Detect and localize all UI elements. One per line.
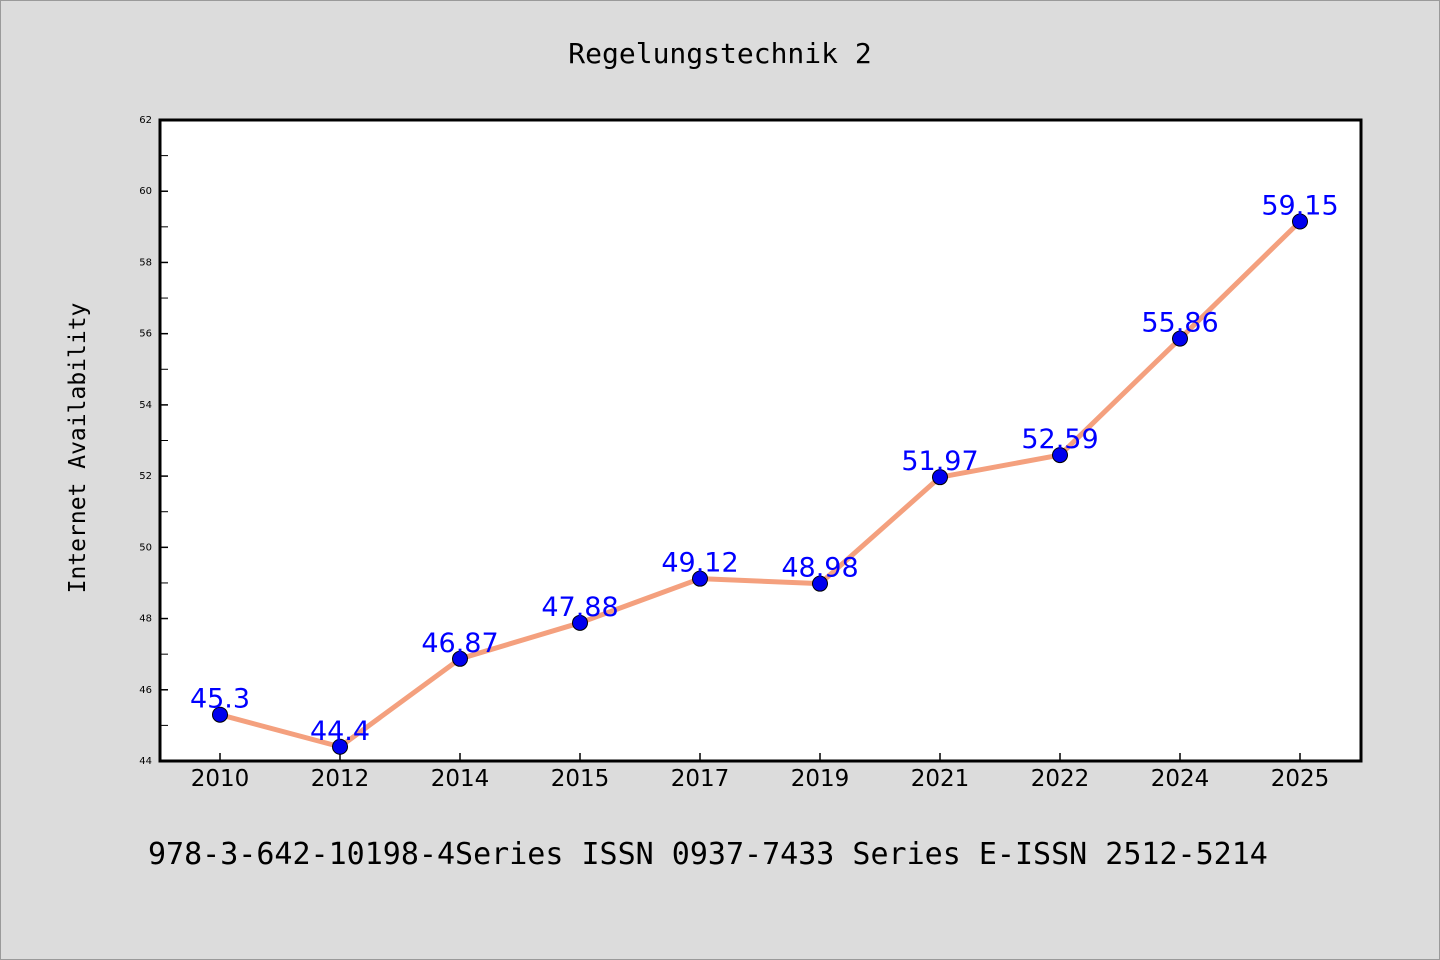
data-label: 52.59 bbox=[1021, 424, 1098, 455]
plot-area bbox=[160, 120, 1361, 761]
data-label: 48.98 bbox=[781, 553, 858, 584]
series-line bbox=[217, 218, 1303, 750]
data-point bbox=[932, 469, 948, 486]
data-point bbox=[452, 650, 468, 667]
series-layer bbox=[212, 213, 1308, 755]
data-point bbox=[1292, 213, 1308, 230]
y-tick-label: 50 bbox=[139, 542, 152, 553]
data-point bbox=[1172, 330, 1188, 347]
data-label: 44.4 bbox=[310, 716, 370, 747]
data-label: 49.12 bbox=[661, 548, 738, 579]
x-tick-label: 2022 bbox=[1031, 766, 1090, 792]
data-point bbox=[812, 575, 828, 592]
data-label: 46.87 bbox=[421, 628, 498, 659]
y-tick-label: 60 bbox=[139, 186, 152, 197]
y-tick-label: 52 bbox=[139, 471, 152, 482]
y-tick-label: 62 bbox=[139, 115, 152, 126]
data-point bbox=[692, 570, 708, 587]
data-point bbox=[1052, 447, 1068, 464]
chart-title: Regelungstechnik 2 bbox=[568, 37, 871, 70]
data-labels: 45.3 44.4 46.87 47.88 49.12 48.98 51.97 52.59 55… bbox=[190, 190, 1339, 746]
x-tick-label: 2015 bbox=[551, 766, 610, 792]
data-label: 47.88 bbox=[541, 592, 618, 623]
x-tick-label: 2014 bbox=[431, 766, 490, 792]
x-tick-label: 2021 bbox=[911, 766, 970, 792]
data-point bbox=[332, 738, 348, 755]
y-tick-label: 44 bbox=[139, 756, 152, 767]
x-tick-label: 2017 bbox=[671, 766, 730, 792]
footer-text: 978-3-642-10198-4Series ISSN 0937-7433 S… bbox=[148, 837, 1268, 872]
x-tick-label: 2024 bbox=[1151, 766, 1210, 792]
x-axis: 2010 2012 2014 2015 2017 2019 2021 2022 2024 2025 bbox=[191, 753, 1330, 792]
y-tick-label: 56 bbox=[139, 329, 152, 340]
data-label: 51.97 bbox=[901, 446, 978, 477]
x-tick-label: 2025 bbox=[1271, 766, 1330, 792]
y-tick-label: 48 bbox=[139, 614, 152, 625]
data-point bbox=[212, 706, 228, 723]
plot-frame bbox=[158, 118, 1363, 763]
x-tick-label: 2019 bbox=[791, 766, 850, 792]
y-tick-label: 58 bbox=[139, 257, 152, 268]
y-axis-label: Internet Availability bbox=[65, 303, 91, 594]
data-label: 59.15 bbox=[1261, 190, 1338, 221]
data-label: 55.86 bbox=[1141, 308, 1218, 339]
y-tick-label: 54 bbox=[139, 400, 152, 411]
data-label: 45.3 bbox=[190, 684, 250, 715]
x-tick-label: 2012 bbox=[311, 766, 370, 792]
data-point bbox=[572, 614, 588, 631]
x-tick-label: 2010 bbox=[191, 766, 250, 792]
y-tick-label: 46 bbox=[139, 685, 152, 696]
